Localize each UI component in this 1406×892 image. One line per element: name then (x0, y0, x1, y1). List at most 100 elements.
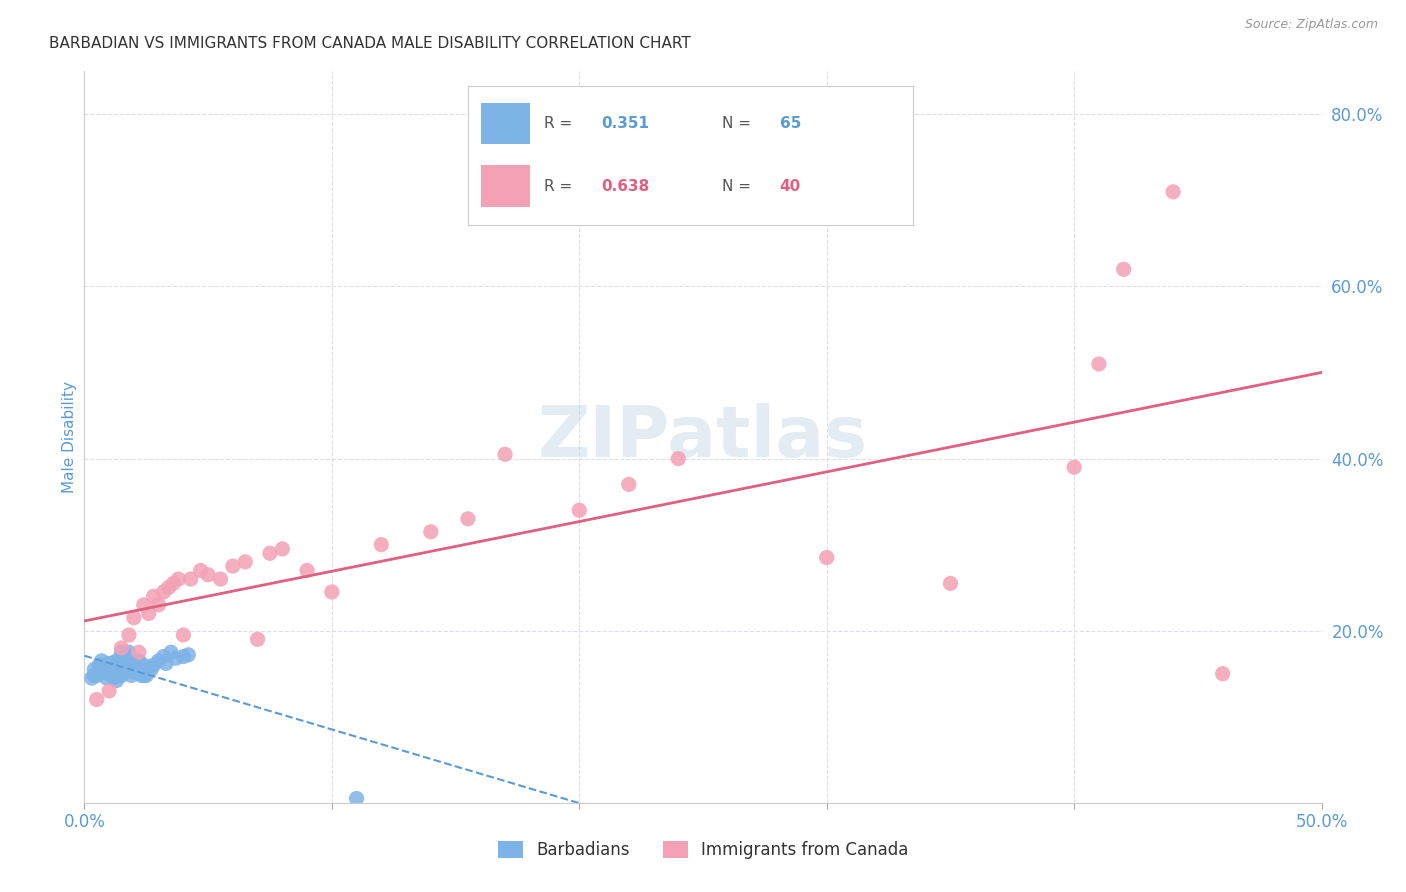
Point (142, 589, 165, 603)
Point (108, 654, 131, 668)
Point (86, 668, 108, 682)
Point (148, 598, 170, 612)
Point (135, 665, 157, 679)
Point (138, 607, 160, 621)
Point (246, 632, 269, 647)
Point (96, 660, 118, 674)
Point (83, 662, 105, 676)
Point (1112, 262, 1135, 277)
Point (129, 668, 152, 682)
Text: Source: ZipAtlas.com: Source: ZipAtlas.com (1244, 18, 1378, 31)
Point (815, 550, 838, 565)
Point (172, 649, 194, 664)
Point (128, 662, 150, 676)
Point (110, 668, 132, 682)
Point (129, 662, 152, 676)
Point (98, 660, 121, 674)
Point (157, 581, 180, 595)
Point (160, 645, 183, 659)
Point (115, 648, 138, 662)
Point (172, 628, 194, 642)
Point (1063, 460, 1085, 475)
Point (132, 658, 155, 673)
Point (110, 640, 132, 655)
Point (132, 668, 155, 682)
Point (1212, 666, 1234, 681)
Point (112, 651, 135, 665)
Point (93, 662, 115, 676)
Point (167, 572, 190, 586)
Point (209, 572, 232, 586)
Point (165, 651, 187, 665)
Point (122, 658, 145, 673)
Point (96, 671, 118, 685)
Point (120, 662, 142, 676)
Point (666, 451, 689, 466)
Point (568, 503, 591, 517)
Point (222, 559, 245, 574)
Point (141, 662, 163, 676)
Point (120, 662, 142, 676)
Point (105, 668, 128, 682)
Y-axis label: Male Disability: Male Disability (62, 381, 77, 493)
Point (152, 649, 174, 664)
Point (118, 645, 141, 659)
Point (190, 564, 212, 578)
Point (112, 649, 135, 664)
Point (98, 666, 121, 681)
Point (103, 657, 125, 671)
Point (93, 662, 115, 676)
Point (617, 477, 640, 491)
Point (125, 660, 148, 674)
Point (100, 657, 122, 671)
Point (89, 665, 111, 679)
Point (142, 658, 165, 673)
Point (98, 684, 121, 698)
Point (370, 538, 392, 552)
Point (122, 665, 145, 679)
Point (100, 668, 122, 682)
Point (108, 665, 131, 679)
Point (939, 576, 962, 591)
Point (1161, 185, 1184, 199)
Point (120, 668, 142, 682)
Point (96, 658, 118, 673)
Point (321, 585, 343, 599)
Point (135, 668, 157, 682)
Point (89, 658, 111, 673)
Point (494, 447, 516, 461)
Legend: Barbadians, Immigrants from Canada: Barbadians, Immigrants from Canada (489, 833, 917, 868)
Point (177, 648, 200, 662)
Point (125, 658, 148, 673)
Point (162, 576, 184, 591)
Text: BARBADIAN VS IMMIGRANTS FROM CANADA MALE DISABILITY CORRELATION CHART: BARBADIAN VS IMMIGRANTS FROM CANADA MALE… (49, 36, 690, 51)
Point (128, 654, 150, 668)
Text: ZIPatlas: ZIPatlas (538, 402, 868, 472)
Point (86, 692, 108, 706)
Point (86, 666, 108, 681)
Point (115, 665, 138, 679)
Point (155, 657, 177, 671)
Point (148, 654, 170, 668)
Point (100, 660, 122, 674)
Point (90, 654, 112, 668)
Point (1088, 357, 1111, 371)
Point (118, 658, 141, 673)
Point (98, 657, 121, 671)
Point (115, 662, 138, 676)
Point (118, 628, 141, 642)
Point (110, 651, 132, 665)
Point (89, 665, 111, 679)
Point (419, 524, 441, 539)
Point (90, 662, 112, 676)
Point (128, 645, 150, 659)
Point (105, 673, 128, 688)
Point (197, 567, 219, 582)
Point (271, 541, 294, 556)
Point (103, 671, 125, 685)
Point (180, 572, 202, 586)
Point (122, 611, 145, 625)
Point (233, 555, 256, 569)
Point (83, 668, 105, 682)
Point (295, 564, 318, 578)
